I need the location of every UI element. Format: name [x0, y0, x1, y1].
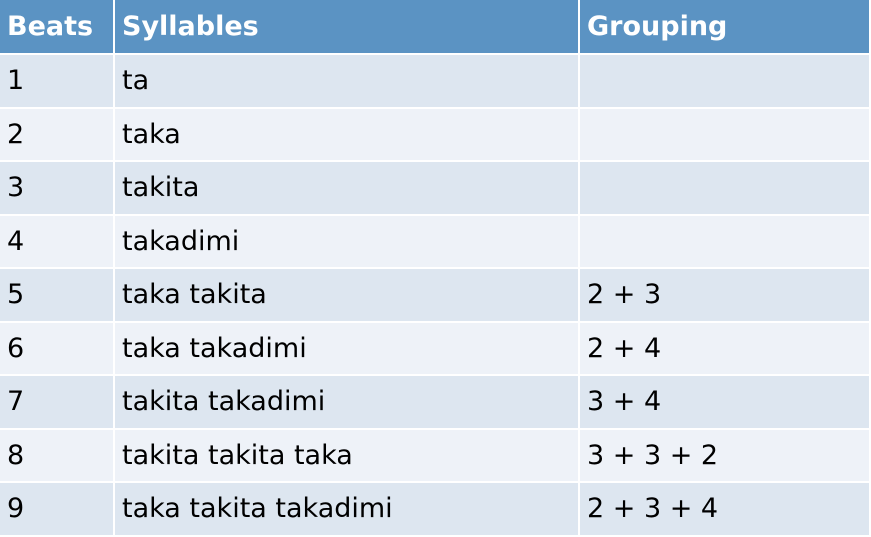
header-syllables: Syllables — [114, 0, 580, 55]
cell-beats: 9 — [0, 482, 115, 537]
table-body: 1 ta 2 taka 3 takita 4 takadimi 5 taka t… — [0, 54, 869, 537]
cell-syllables: taka takadimi — [114, 321, 580, 376]
cell-beats: 7 — [0, 375, 115, 430]
cell-syllables: taka takita — [114, 268, 580, 323]
header-grouping: Grouping — [579, 0, 869, 55]
cell-syllables: takita takita taka — [114, 428, 580, 483]
table-header: Beats Syllables Grouping — [0, 0, 869, 55]
header-beats: Beats — [0, 0, 115, 55]
cell-syllables: takita takadimi — [114, 375, 580, 430]
table-row: 5 taka takita 2 + 3 — [0, 268, 869, 323]
table-row: 2 taka — [0, 107, 869, 162]
cell-beats: 1 — [0, 54, 115, 109]
cell-syllables: taka takita takadimi — [114, 482, 580, 537]
table-row: 9 taka takita takadimi 2 + 3 + 4 — [0, 482, 869, 537]
table-row: 4 takadimi — [0, 214, 869, 269]
cell-beats: 8 — [0, 428, 115, 483]
cell-grouping: 3 + 3 + 2 — [579, 428, 869, 483]
cell-syllables: takita — [114, 161, 580, 216]
table-row: 8 takita takita taka 3 + 3 + 2 — [0, 428, 869, 483]
cell-beats: 6 — [0, 321, 115, 376]
cell-grouping: 2 + 3 + 4 — [579, 482, 869, 537]
table-row: 7 takita takadimi 3 + 4 — [0, 375, 869, 430]
cell-grouping: 2 + 3 — [579, 268, 869, 323]
cell-grouping — [579, 107, 869, 162]
cell-grouping: 3 + 4 — [579, 375, 869, 430]
cell-grouping — [579, 54, 869, 109]
cell-beats: 2 — [0, 107, 115, 162]
cell-grouping: 2 + 4 — [579, 321, 869, 376]
cell-syllables: taka — [114, 107, 580, 162]
cell-grouping — [579, 214, 869, 269]
cell-syllables: takadimi — [114, 214, 580, 269]
header-row: Beats Syllables Grouping — [0, 0, 869, 55]
table-row: 3 takita — [0, 161, 869, 216]
cell-grouping — [579, 161, 869, 216]
table-row: 1 ta — [0, 54, 869, 109]
cell-beats: 4 — [0, 214, 115, 269]
cell-beats: 5 — [0, 268, 115, 323]
cell-syllables: ta — [114, 54, 580, 109]
cell-beats: 3 — [0, 161, 115, 216]
table-row: 6 taka takadimi 2 + 4 — [0, 321, 869, 376]
